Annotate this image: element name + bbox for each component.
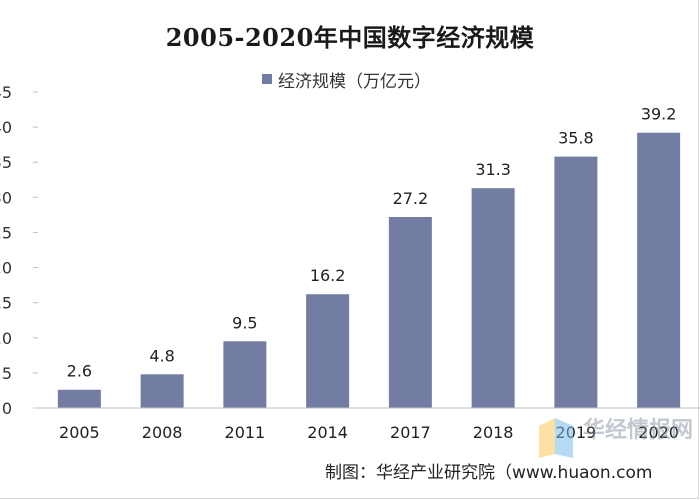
bar	[471, 188, 515, 408]
data-label: 2.6	[67, 362, 92, 381]
data-label: 35.8	[558, 129, 594, 148]
data-label: 16.2	[310, 266, 346, 285]
watermark-text: 华经情报网	[583, 418, 694, 443]
chart-title: 2005-2020年中国数字经济规模	[165, 23, 535, 52]
y-tick-label: 30	[0, 188, 12, 207]
data-label: 39.2	[641, 105, 677, 124]
data-label: 9.5	[232, 313, 257, 332]
x-tick-label: 2020	[638, 423, 679, 442]
x-tick-label: 2011	[225, 423, 266, 442]
x-tick-label: 2008	[142, 423, 183, 442]
x-tick-label: 2014	[307, 423, 348, 442]
bar	[57, 389, 101, 408]
bar	[306, 294, 350, 408]
bar	[388, 216, 432, 408]
y-tick-label: 40	[0, 118, 12, 137]
y-tick-label: 25	[0, 223, 12, 242]
y-tick-label: 5	[2, 364, 12, 383]
y-tick-label: 15	[0, 294, 12, 313]
y-tick-label: 45	[0, 83, 12, 102]
data-label: 27.2	[393, 189, 429, 208]
legend-swatch	[262, 74, 272, 84]
y-tick-label: 35	[0, 153, 12, 172]
data-label: 31.3	[475, 160, 511, 179]
bar	[140, 374, 184, 408]
y-tick-label: 10	[0, 329, 12, 348]
data-label: 4.8	[149, 346, 174, 365]
x-tick-label: 2005	[59, 423, 100, 442]
source-credit: 制图：华经产业研究院（www.huaon.com	[325, 463, 653, 483]
bar	[554, 156, 598, 408]
y-tick-label: 20	[0, 259, 12, 278]
watermark: 华经情报网	[517, 410, 700, 460]
x-tick-label: 2018	[473, 423, 514, 442]
y-tick-label: 0	[2, 399, 12, 418]
bar	[223, 341, 267, 408]
legend: 经济规模（万亿元）	[262, 68, 431, 92]
x-tick-label: 2017	[390, 423, 431, 442]
watermark-logo-icon	[539, 418, 573, 458]
legend-label: 经济规模（万亿元）	[278, 71, 431, 92]
bar	[637, 132, 681, 408]
